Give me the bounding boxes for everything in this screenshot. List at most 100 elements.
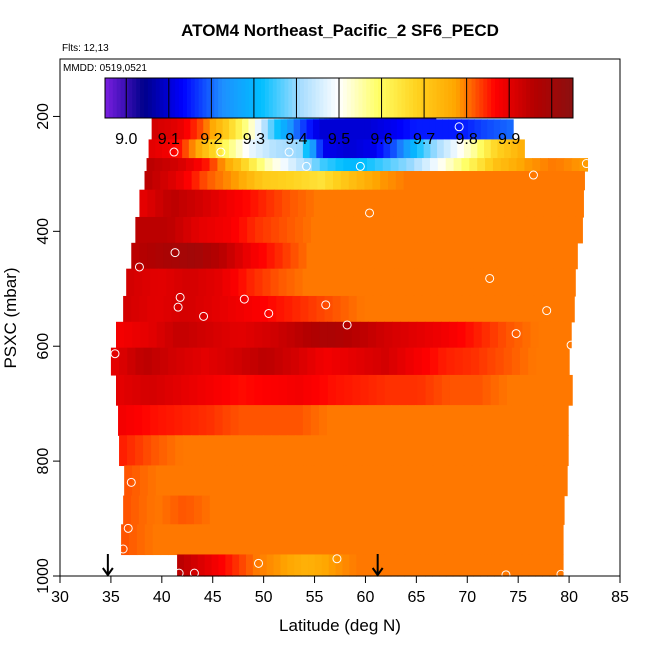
heatmap-cell <box>279 216 288 244</box>
heatmap-cell <box>163 295 173 323</box>
sample-marker <box>501 570 511 580</box>
heatmap-cell <box>173 374 182 406</box>
heatmap-cell <box>144 524 154 556</box>
heatmap-cell <box>183 171 193 191</box>
heatmap-cell <box>321 554 330 577</box>
heatmap-cell <box>365 524 375 556</box>
heatmap-cell <box>159 435 168 467</box>
heatmap-cell <box>425 554 433 577</box>
heatmap-cell <box>460 524 469 556</box>
heatmap-cell <box>455 119 463 141</box>
heatmap-cell <box>124 465 133 497</box>
heatmap-cell <box>139 295 148 323</box>
plot-frame <box>59 58 621 577</box>
heatmap-cell <box>564 374 573 406</box>
heatmap-cell <box>167 216 176 244</box>
heatmap-cell <box>270 321 280 349</box>
heatmap-cell <box>352 374 361 406</box>
heatmap-cell <box>274 465 283 497</box>
heatmap-cell <box>270 405 280 436</box>
heatmap-cell <box>416 465 426 497</box>
heatmap-cell <box>274 242 284 270</box>
heatmap-cell <box>455 405 465 436</box>
heatmap-cell <box>516 158 526 172</box>
heatmap-cell <box>470 216 480 244</box>
sample-marker <box>110 349 120 359</box>
sample-marker <box>485 273 495 283</box>
heatmap-cell <box>200 347 210 376</box>
heatmap-cell <box>561 242 570 270</box>
heatmap-cell <box>260 295 269 323</box>
colorbar-swatch <box>288 78 293 118</box>
colorbar-swatch <box>467 78 473 118</box>
heatmap-cell <box>480 554 488 577</box>
colorbar-swatch <box>487 78 492 118</box>
heatmap-cell <box>313 119 321 141</box>
heatmap-cell <box>356 295 366 323</box>
heatmap-cell <box>226 242 236 270</box>
x-tick-label: 30 <box>51 589 69 606</box>
heatmap-cell <box>465 321 475 349</box>
heatmap-cell <box>420 524 430 556</box>
heatmap-cell <box>442 171 452 191</box>
heatmap-cell <box>391 435 401 467</box>
heatmap-cell <box>503 268 512 297</box>
heatmap-cell <box>198 405 208 436</box>
heatmap-cell <box>383 435 393 467</box>
heatmap-cell <box>326 268 336 297</box>
heatmap-cell <box>381 524 390 556</box>
heatmap-cell <box>314 242 323 270</box>
heatmap-cell <box>324 295 334 323</box>
heatmap-cell <box>135 216 144 244</box>
heatmap-cell <box>488 189 497 218</box>
heatmap-cell <box>560 405 569 436</box>
colorbar-swatch <box>448 78 453 118</box>
heatmap-cell <box>202 139 210 159</box>
colorbar-swatch <box>553 78 558 118</box>
colorbar-swatch <box>155 78 161 118</box>
heatmap-cell <box>411 171 421 191</box>
heatmap-cell <box>266 554 275 577</box>
colorbar-swatch <box>479 78 484 118</box>
heatmap-cell <box>353 465 363 497</box>
heatmap-cell <box>398 268 408 297</box>
heatmap-cell <box>487 465 497 497</box>
y-tick-label: 200 <box>35 103 52 130</box>
heatmap-cell <box>342 216 352 244</box>
heatmap-cell <box>242 465 252 497</box>
heatmap-cell <box>408 189 418 218</box>
colorbar-swatch <box>120 78 125 118</box>
heatmap-cell <box>226 465 236 497</box>
heatmap-cell <box>567 268 576 297</box>
heatmap-cell <box>435 171 444 191</box>
heatmap-cell <box>432 189 442 218</box>
heatmap-cell <box>396 295 406 323</box>
heatmap-cell <box>513 242 523 270</box>
heatmap-cell <box>286 268 296 297</box>
heatmap-cell <box>520 347 529 376</box>
colorbar-swatch <box>296 78 301 118</box>
heatmap-cell <box>537 171 546 191</box>
heatmap-cell <box>500 158 510 172</box>
heatmap-cell <box>477 495 486 525</box>
heatmap-cell <box>510 216 520 244</box>
heatmap-cell <box>293 119 301 141</box>
heatmap-cell <box>450 139 458 159</box>
heatmap-cell <box>294 405 304 436</box>
heatmap-cell <box>540 495 549 525</box>
heatmap-cell <box>559 465 568 497</box>
heatmap-cell <box>196 119 204 141</box>
colorbar-swatch <box>339 78 344 118</box>
colorbar-swatch <box>452 78 457 118</box>
colorbar-swatch <box>284 78 289 118</box>
heatmap-cell <box>492 158 502 172</box>
colorbar-swatch <box>405 78 410 118</box>
heatmap-cell <box>250 242 260 270</box>
heatmap-cell <box>266 465 276 497</box>
heatmap-cell <box>416 321 426 349</box>
heatmap-cell <box>209 158 218 172</box>
colorbar-swatch <box>561 78 566 118</box>
heatmap-cell <box>372 171 381 191</box>
heatmap-cell <box>503 347 513 376</box>
heatmap-cell <box>312 495 321 525</box>
